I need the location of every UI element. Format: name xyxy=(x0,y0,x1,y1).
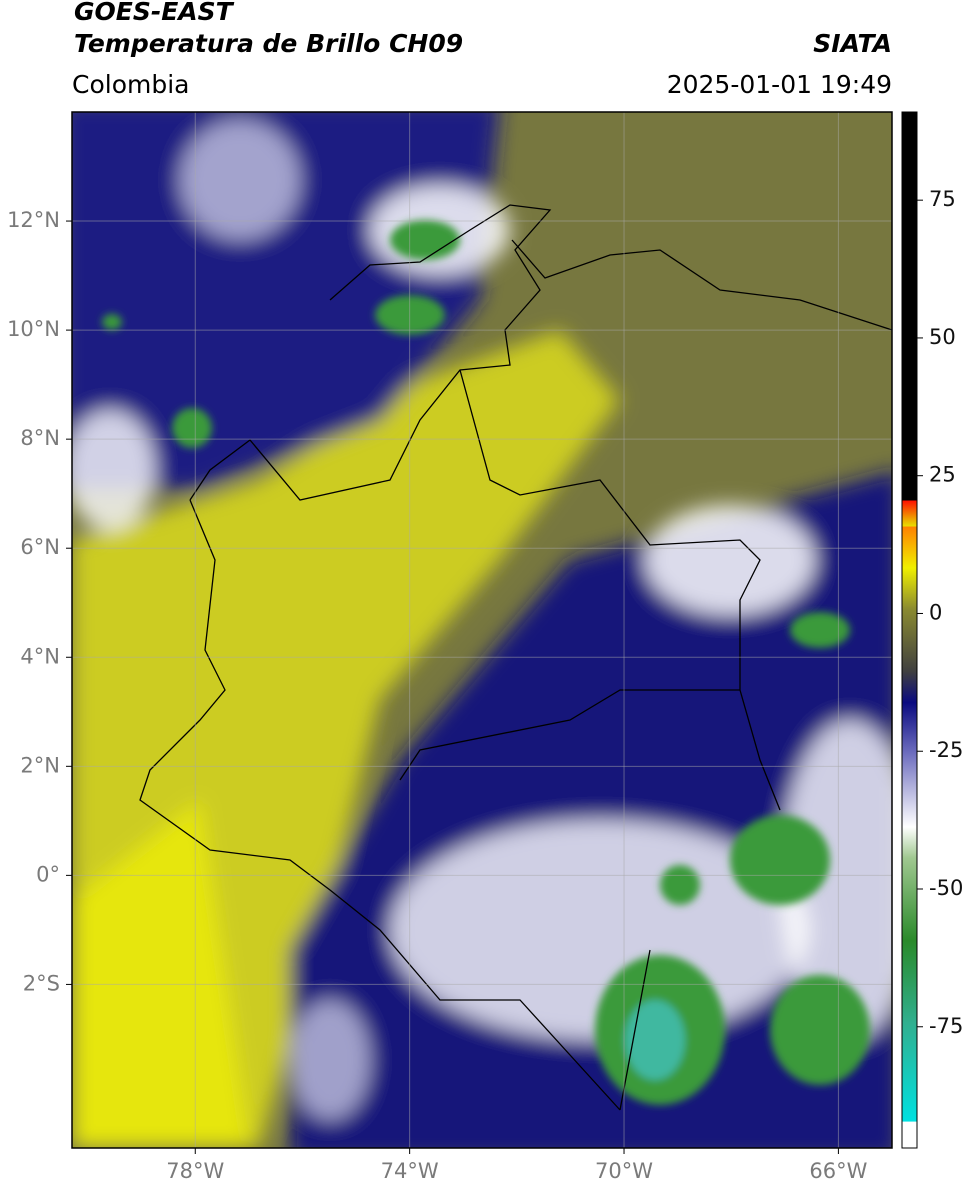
y-tick-label: 4°N xyxy=(20,644,60,668)
map-frame xyxy=(71,111,893,1149)
colorbar xyxy=(901,111,918,1149)
grid xyxy=(72,112,892,1148)
title: Temperatura de Brillo CH09 xyxy=(74,29,463,58)
x-tick-label: 74°W xyxy=(381,1159,439,1183)
region: Colombia xyxy=(72,70,189,99)
y-tick-label: 2°N xyxy=(20,753,60,777)
title: GOES-EAST xyxy=(74,0,235,26)
satellite-image xyxy=(72,112,892,1148)
y-tick-label: 8°N xyxy=(20,426,60,450)
y-tick-label: 12°N xyxy=(7,208,60,232)
y-tick-label: 2°S xyxy=(23,971,60,995)
colorbar-label: 50 xyxy=(929,325,956,349)
y-tick-label: 10°N xyxy=(7,317,60,341)
datetime: 2025-01-01 19:49 xyxy=(667,70,892,99)
source: SIATA xyxy=(813,29,892,58)
colorbar-label: 25 xyxy=(929,463,956,487)
y-tick-label: 6°N xyxy=(20,535,60,559)
x-tick-label: 78°W xyxy=(166,1159,224,1183)
colorbar-label: 75 xyxy=(929,187,956,211)
colorbar-label: -75 xyxy=(929,1014,963,1038)
x-tick-label: 66°W xyxy=(809,1159,867,1183)
colorbar-label: -25 xyxy=(929,738,963,762)
y-tick-label: 0° xyxy=(36,862,60,886)
colorbar-label: 0 xyxy=(929,600,942,624)
x-tick-label: 70°W xyxy=(595,1159,653,1183)
colorbar-label: -50 xyxy=(929,876,963,900)
